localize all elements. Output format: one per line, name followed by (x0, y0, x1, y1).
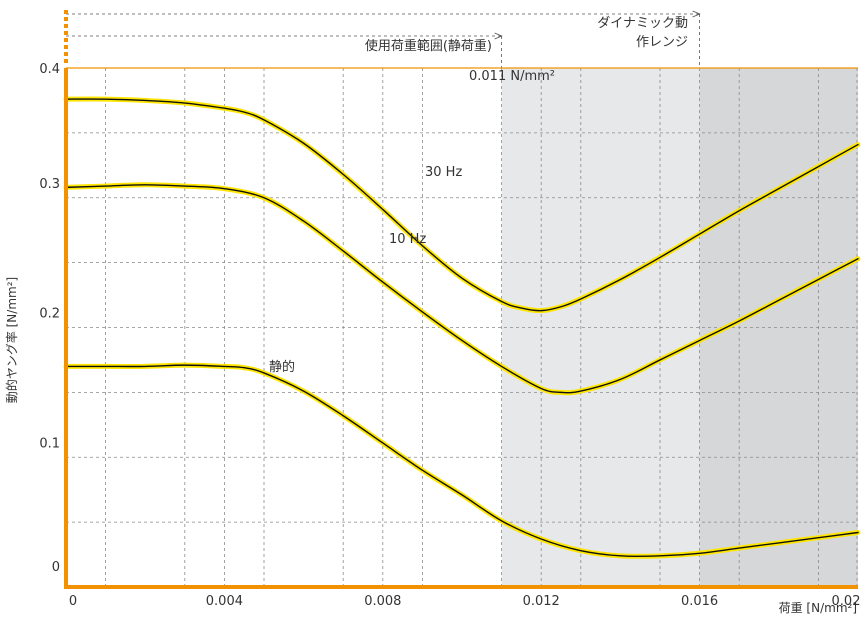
axes (64, 10, 858, 589)
series-label-static: 静的 (269, 359, 295, 375)
y-tick-label: 0.2 (39, 307, 60, 322)
y-tick-label: 0.1 (39, 436, 60, 451)
series-label-10hz: 10 Hz (389, 232, 426, 247)
x-tick-label: 0.008 (364, 594, 401, 609)
series-line-2 (65, 364, 859, 558)
static-range-label: 使用荷重範囲(静荷重) (365, 38, 492, 54)
y-tick-label: 0.4 (39, 62, 60, 77)
y-axis-title: 動的ヤング率 [N/mm²] (4, 277, 19, 403)
series-line-0 (65, 98, 859, 312)
range-guides (66, 10, 701, 68)
tick-labels: 0 0.004 0.008 0.012 0.016 0.02 0 0.1 0.2 0.3 0.4 (39, 62, 860, 609)
dynamic-range-label-line2: 作レンジ (636, 35, 688, 50)
dynamic-range-label-line1: ダイナミック動 (597, 16, 688, 31)
x-tick-label: 0.012 (523, 594, 560, 609)
x-tick-label: 0.016 (681, 594, 718, 609)
y-tick-label: 0 (52, 560, 60, 575)
x-tick-label: 0 (69, 594, 77, 609)
series-line-1 (65, 184, 859, 394)
series-lines (63, 96, 861, 559)
x-tick-label: 0.02 (832, 594, 861, 609)
x-axis-title: 荷重 [N/mm²] (779, 601, 857, 615)
grid (66, 68, 858, 587)
series-label-30hz: 30 Hz (425, 165, 462, 180)
y-tick-label: 0.3 (39, 177, 60, 192)
threshold-label: 0.011 N/mm² (469, 69, 555, 84)
x-tick-label: 0.004 (206, 594, 243, 609)
